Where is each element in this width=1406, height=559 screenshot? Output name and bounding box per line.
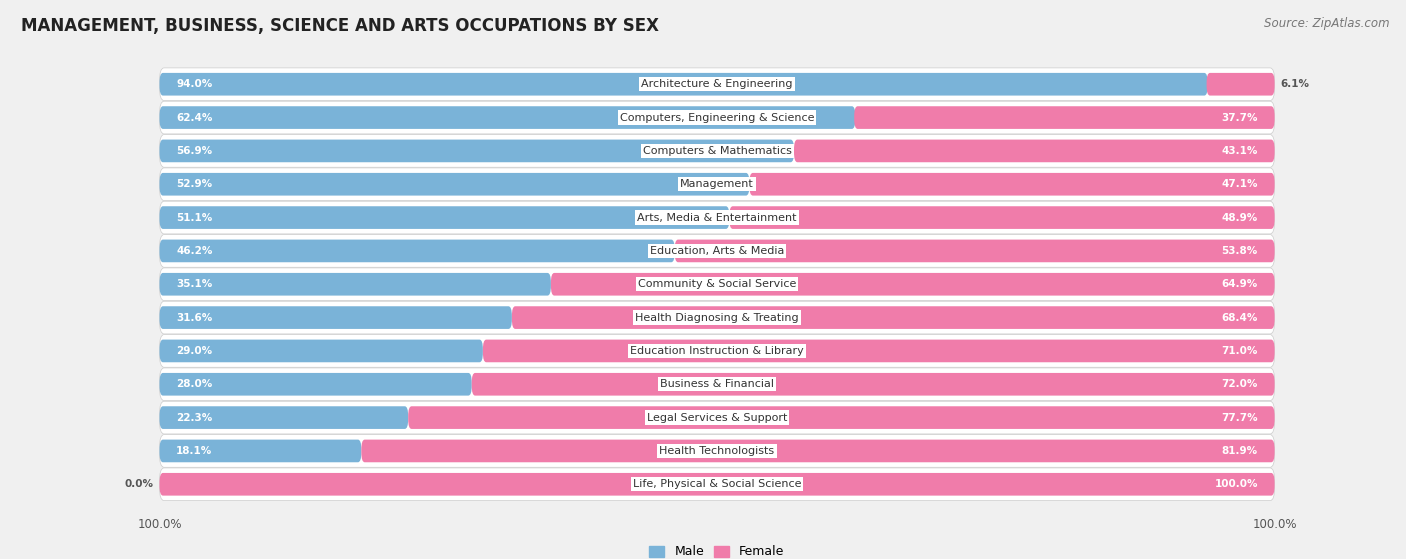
FancyBboxPatch shape bbox=[159, 368, 1275, 401]
Text: 77.7%: 77.7% bbox=[1222, 413, 1258, 423]
FancyBboxPatch shape bbox=[159, 434, 1275, 467]
FancyBboxPatch shape bbox=[159, 68, 1275, 101]
Text: 52.9%: 52.9% bbox=[176, 179, 212, 190]
Text: 6.1%: 6.1% bbox=[1281, 79, 1309, 89]
FancyBboxPatch shape bbox=[159, 439, 361, 462]
FancyBboxPatch shape bbox=[159, 473, 1275, 496]
FancyBboxPatch shape bbox=[159, 73, 1208, 96]
Text: 18.1%: 18.1% bbox=[176, 446, 212, 456]
Text: 0.0%: 0.0% bbox=[125, 479, 153, 489]
FancyBboxPatch shape bbox=[482, 340, 1275, 362]
FancyBboxPatch shape bbox=[551, 273, 1275, 296]
FancyBboxPatch shape bbox=[159, 140, 794, 162]
Text: 94.0%: 94.0% bbox=[176, 79, 212, 89]
FancyBboxPatch shape bbox=[159, 401, 1275, 434]
Text: Education, Arts & Media: Education, Arts & Media bbox=[650, 246, 785, 256]
Text: Legal Services & Support: Legal Services & Support bbox=[647, 413, 787, 423]
FancyBboxPatch shape bbox=[159, 273, 551, 296]
Text: 53.8%: 53.8% bbox=[1222, 246, 1258, 256]
Text: MANAGEMENT, BUSINESS, SCIENCE AND ARTS OCCUPATIONS BY SEX: MANAGEMENT, BUSINESS, SCIENCE AND ARTS O… bbox=[21, 17, 659, 35]
Text: 81.9%: 81.9% bbox=[1222, 446, 1258, 456]
FancyBboxPatch shape bbox=[749, 173, 1275, 196]
FancyBboxPatch shape bbox=[159, 173, 749, 196]
Text: 47.1%: 47.1% bbox=[1222, 179, 1258, 190]
Text: 51.1%: 51.1% bbox=[176, 212, 212, 222]
Text: 43.1%: 43.1% bbox=[1222, 146, 1258, 156]
Text: Life, Physical & Social Science: Life, Physical & Social Science bbox=[633, 479, 801, 489]
Text: 31.6%: 31.6% bbox=[176, 312, 212, 323]
Text: Arts, Media & Entertainment: Arts, Media & Entertainment bbox=[637, 212, 797, 222]
Text: Source: ZipAtlas.com: Source: ZipAtlas.com bbox=[1264, 17, 1389, 30]
Text: 22.3%: 22.3% bbox=[176, 413, 212, 423]
FancyBboxPatch shape bbox=[159, 335, 1275, 367]
FancyBboxPatch shape bbox=[159, 340, 482, 362]
Text: Business & Financial: Business & Financial bbox=[659, 379, 775, 389]
Text: 35.1%: 35.1% bbox=[176, 280, 212, 289]
Text: Computers & Mathematics: Computers & Mathematics bbox=[643, 146, 792, 156]
FancyBboxPatch shape bbox=[159, 301, 1275, 334]
FancyBboxPatch shape bbox=[159, 168, 1275, 201]
Text: 62.4%: 62.4% bbox=[176, 112, 212, 122]
Legend: Male, Female: Male, Female bbox=[650, 546, 785, 558]
FancyBboxPatch shape bbox=[675, 240, 1275, 262]
Text: 37.7%: 37.7% bbox=[1222, 112, 1258, 122]
FancyBboxPatch shape bbox=[159, 373, 472, 396]
Text: Health Technologists: Health Technologists bbox=[659, 446, 775, 456]
Text: Health Diagnosing & Treating: Health Diagnosing & Treating bbox=[636, 312, 799, 323]
Text: 64.9%: 64.9% bbox=[1222, 280, 1258, 289]
FancyBboxPatch shape bbox=[159, 268, 1275, 301]
FancyBboxPatch shape bbox=[159, 106, 855, 129]
FancyBboxPatch shape bbox=[159, 240, 675, 262]
FancyBboxPatch shape bbox=[855, 106, 1275, 129]
FancyBboxPatch shape bbox=[408, 406, 1275, 429]
FancyBboxPatch shape bbox=[159, 135, 1275, 167]
Text: Community & Social Service: Community & Social Service bbox=[638, 280, 796, 289]
Text: Architecture & Engineering: Architecture & Engineering bbox=[641, 79, 793, 89]
Text: 56.9%: 56.9% bbox=[176, 146, 212, 156]
FancyBboxPatch shape bbox=[472, 373, 1275, 396]
FancyBboxPatch shape bbox=[159, 206, 730, 229]
FancyBboxPatch shape bbox=[512, 306, 1275, 329]
Text: 29.0%: 29.0% bbox=[176, 346, 212, 356]
FancyBboxPatch shape bbox=[794, 140, 1275, 162]
Text: Education Instruction & Library: Education Instruction & Library bbox=[630, 346, 804, 356]
FancyBboxPatch shape bbox=[730, 206, 1275, 229]
FancyBboxPatch shape bbox=[361, 439, 1275, 462]
Text: 46.2%: 46.2% bbox=[176, 246, 212, 256]
FancyBboxPatch shape bbox=[159, 306, 512, 329]
FancyBboxPatch shape bbox=[159, 406, 408, 429]
FancyBboxPatch shape bbox=[159, 201, 1275, 234]
Text: 71.0%: 71.0% bbox=[1222, 346, 1258, 356]
Text: 48.9%: 48.9% bbox=[1222, 212, 1258, 222]
FancyBboxPatch shape bbox=[159, 468, 1275, 501]
Text: 28.0%: 28.0% bbox=[176, 379, 212, 389]
FancyBboxPatch shape bbox=[159, 101, 1275, 134]
Text: 100.0%: 100.0% bbox=[1215, 479, 1258, 489]
FancyBboxPatch shape bbox=[159, 235, 1275, 267]
Text: 68.4%: 68.4% bbox=[1222, 312, 1258, 323]
Text: 72.0%: 72.0% bbox=[1222, 379, 1258, 389]
Text: Management: Management bbox=[681, 179, 754, 190]
FancyBboxPatch shape bbox=[1206, 73, 1275, 96]
Text: Computers, Engineering & Science: Computers, Engineering & Science bbox=[620, 112, 814, 122]
